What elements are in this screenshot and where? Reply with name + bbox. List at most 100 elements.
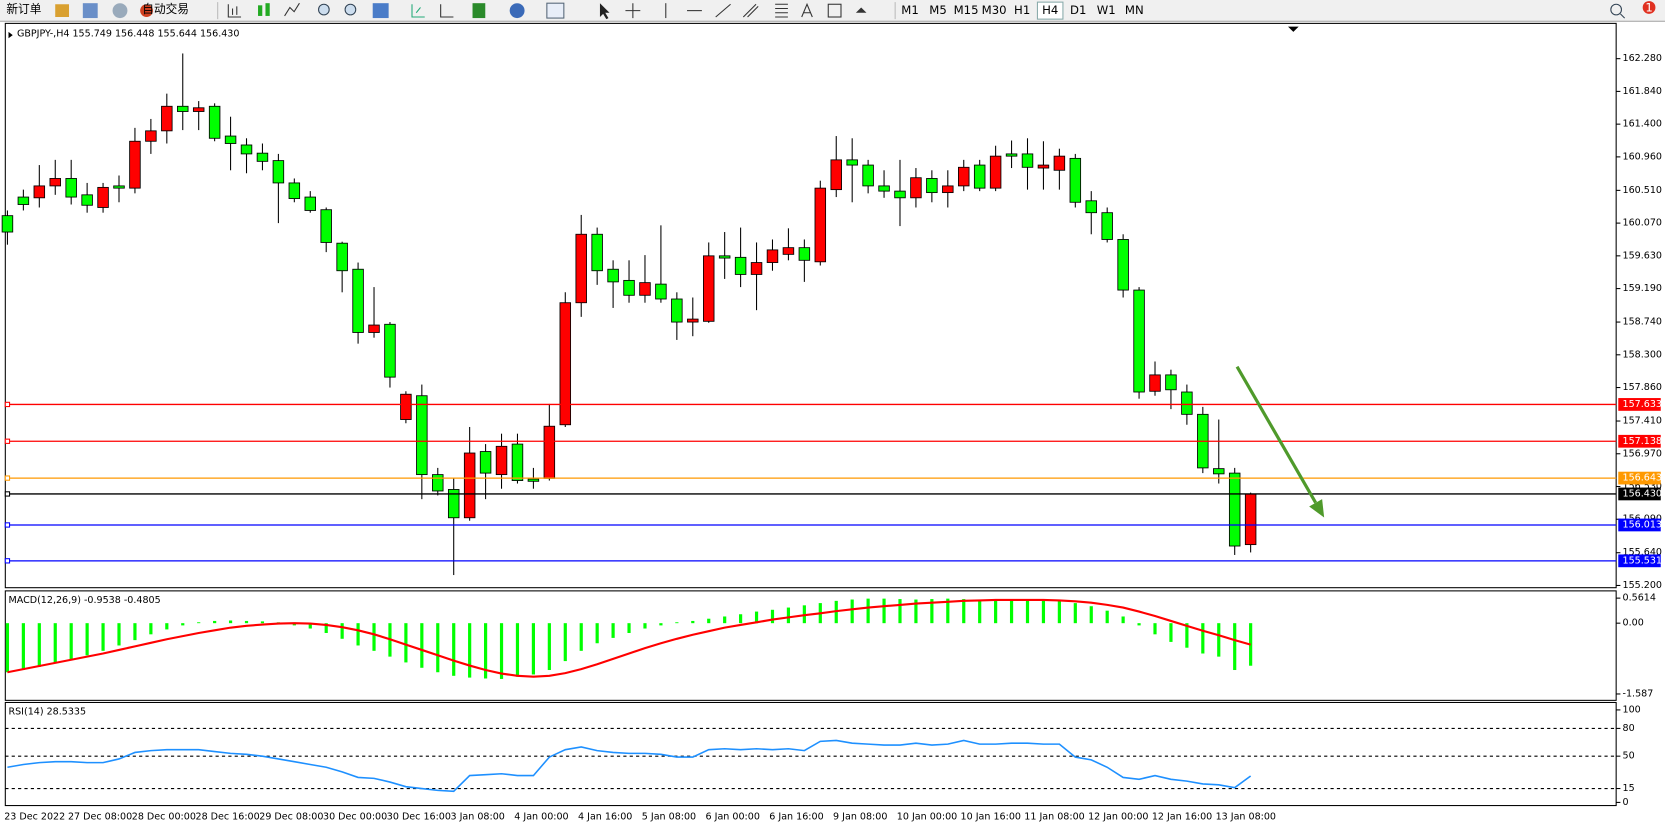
candle-body [368, 324, 380, 333]
timeframe-button[interactable]: M30 [982, 3, 1007, 17]
timeframe-button[interactable]: H1 [1014, 3, 1030, 17]
level-handle[interactable] [4, 438, 11, 444]
search-icon[interactable] [1610, 3, 1622, 16]
candle-body [463, 452, 476, 519]
level-label: 156.430 [1623, 488, 1662, 499]
macd-bar [69, 623, 73, 660]
icon[interactable] [472, 3, 486, 19]
toolbar-bg [0, 0, 1665, 22]
timeframe-button[interactable]: M15 [954, 3, 979, 17]
level-label: 156.643 [1623, 473, 1662, 484]
pane-title: GBPJPY-,H4 155.749 156.448 155.644 156.4… [17, 29, 239, 40]
y-tick-label: 155.200 [1623, 580, 1662, 591]
candle-body [511, 443, 524, 481]
candle-body [1133, 289, 1145, 393]
macd-bar [53, 623, 57, 664]
y-tick-label: 160.510 [1623, 185, 1662, 196]
macd-bar [515, 623, 520, 677]
icon[interactable] [284, 2, 300, 17]
search-icon[interactable] [1620, 13, 1626, 19]
icon[interactable] [112, 3, 128, 19]
level-label: 155.531 [1623, 555, 1662, 566]
macd-bar [340, 623, 344, 639]
fibo-icon[interactable] [775, 3, 788, 18]
arrow-icon[interactable] [855, 7, 867, 13]
y-tick-label: 158.740 [1623, 317, 1662, 328]
macd-bar [133, 623, 137, 641]
icon[interactable] [411, 4, 425, 18]
candle-body [862, 164, 874, 187]
icon[interactable] [82, 3, 98, 19]
candle-body [495, 445, 508, 476]
candle-body [527, 478, 540, 482]
candle-body [272, 160, 285, 184]
macd-bar [101, 623, 105, 651]
macd-bar [452, 623, 456, 676]
icon[interactable] [546, 2, 565, 19]
macd-bar [739, 614, 743, 624]
candle-body [1101, 212, 1113, 240]
x-tick-label: 23 Dec 2022 [4, 812, 65, 823]
y-tick-label: 161.400 [1623, 119, 1662, 130]
candle-body [208, 105, 221, 139]
timeframe-button[interactable]: H4 [1042, 3, 1058, 17]
macd-bar [707, 618, 711, 624]
badge-count[interactable]: 1 [1645, 0, 1652, 14]
icon[interactable] [318, 3, 330, 16]
channel-icon[interactable] [742, 3, 759, 18]
label-icon[interactable] [827, 3, 842, 18]
toolbar-button[interactable]: 新订单 [6, 2, 41, 16]
candle-body [702, 255, 715, 322]
level-handle[interactable] [4, 401, 11, 408]
level-handle[interactable] [4, 491, 11, 497]
icon[interactable] [140, 4, 153, 18]
macd-bar [531, 623, 535, 675]
candle-body [655, 283, 667, 300]
level-handle[interactable] [4, 522, 11, 528]
timeframe-button[interactable]: MN [1125, 3, 1144, 17]
timeframe-button[interactable]: D1 [1070, 3, 1086, 17]
crosshair-icon[interactable] [625, 3, 641, 19]
candle-body [543, 425, 556, 479]
icon[interactable] [227, 4, 242, 18]
icon[interactable] [258, 5, 263, 16]
trend-icon[interactable] [715, 3, 731, 18]
shift-marker[interactable] [1288, 26, 1299, 32]
candle-body [49, 178, 61, 187]
candle-body [958, 166, 970, 187]
timeframe-button[interactable]: M5 [929, 3, 946, 17]
toolbar-button[interactable]: 自动交易 [142, 2, 189, 16]
icon[interactable] [55, 4, 70, 18]
candle-body [304, 196, 316, 211]
icon[interactable] [372, 3, 389, 19]
candle-body [1181, 391, 1193, 415]
candle-body [830, 159, 842, 191]
notification-badge[interactable] [1642, 1, 1656, 14]
macd-bar [563, 623, 567, 662]
level-label-box [1618, 487, 1661, 501]
icon[interactable] [509, 3, 525, 19]
level-handle[interactable] [4, 475, 11, 481]
macd-bar [1185, 623, 1189, 648]
candle-body [129, 140, 141, 189]
icon[interactable] [344, 3, 357, 16]
icon[interactable] [265, 3, 270, 16]
candle-body [607, 268, 619, 283]
icon[interactable] [440, 4, 454, 18]
pane-title: RSI(14) 28.5335 [8, 707, 86, 718]
macd-bar [1105, 610, 1109, 624]
macd-bar [1089, 606, 1093, 624]
level-label-box [1618, 554, 1661, 568]
candle-body [591, 233, 603, 272]
timeframe-button[interactable]: W1 [1097, 3, 1116, 17]
timeframe-button[interactable]: M1 [901, 3, 918, 17]
macd-bar [37, 623, 41, 667]
macd-bar [5, 623, 10, 673]
candle-body [240, 144, 253, 155]
level-handle[interactable] [4, 558, 11, 564]
cursor-icon[interactable] [599, 3, 610, 20]
text-icon[interactable] [801, 2, 813, 18]
candle-body [113, 185, 125, 189]
